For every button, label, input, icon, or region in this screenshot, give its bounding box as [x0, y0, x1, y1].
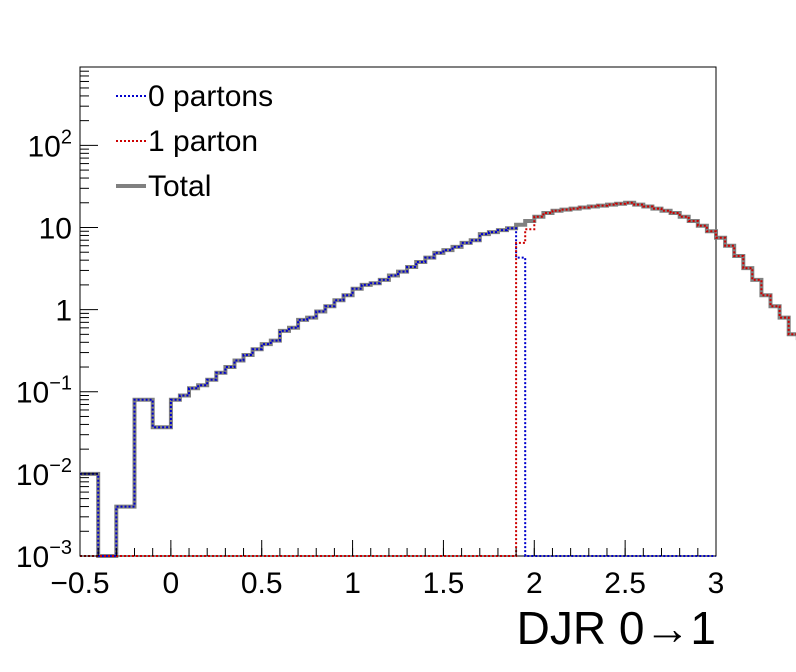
- x-tick-label: 0.5: [241, 567, 283, 600]
- series-line-0-partons: [80, 227, 716, 557]
- x-tick-label: 0: [163, 567, 180, 600]
- y-tick-label: 10−2: [16, 455, 72, 492]
- x-tick-label: 1.5: [423, 567, 465, 600]
- legend-label: Total: [148, 170, 211, 203]
- series-layer: [80, 200, 796, 558]
- y-tick-label: 102: [28, 126, 73, 163]
- series-line-total: [80, 200, 796, 558]
- x-tick-label: 3: [708, 567, 725, 600]
- x-tick-label: 2.5: [604, 567, 646, 600]
- x-tick-label: 1: [344, 567, 361, 600]
- legend-label: 0 partons: [148, 80, 273, 113]
- legend: 0 partons 1 parton Total: [116, 80, 273, 203]
- y-tick-label: 1: [55, 295, 72, 328]
- x-tick-label: 2: [526, 567, 543, 600]
- x-tick-label: −0.5: [50, 567, 109, 600]
- x-axis-title: DJR 0→1: [517, 602, 716, 654]
- y-tick-label: 10−3: [16, 537, 72, 574]
- series-line-1-parton: [80, 201, 796, 557]
- y-tick-label: 10−1: [16, 373, 72, 410]
- axis-layer: −0.5 0 0.5 1 1.5 2 2.5 3 10−3 10−2 10−1 1 10 102: [16, 66, 725, 600]
- y-tick-label: 10: [39, 212, 72, 245]
- legend-label: 1 parton: [148, 125, 258, 158]
